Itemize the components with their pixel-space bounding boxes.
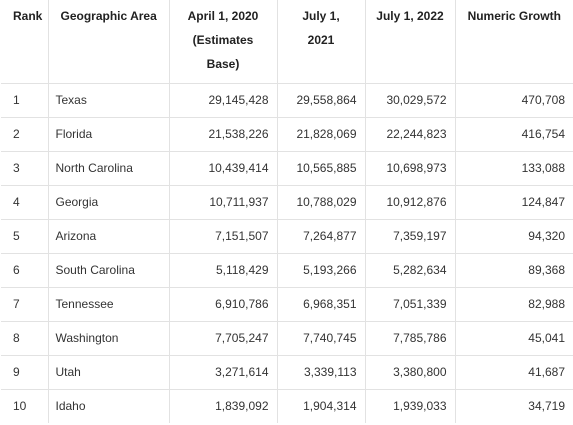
header-rank: Rank (13, 9, 43, 23)
table-row: 6 South Carolina 5,118,429 5,193,266 5,2… (1, 252, 573, 287)
cell-rank: 4 (1, 184, 48, 219)
cell-july-2022: 22,244,823 (364, 116, 455, 151)
cell-rank: 7 (1, 286, 48, 321)
cell-numeric-growth: 41,687 (454, 354, 573, 389)
header-row: Rank Geographic Area April 1, 2020 (Esti… (1, 0, 573, 83)
table-row: 9 Utah 3,271,614 3,339,113 3,380,800 41,… (1, 354, 573, 389)
cell-rank: 8 (1, 320, 48, 355)
cell-geographic-area: Washington (47, 320, 169, 355)
cell-rank: 2 (1, 116, 48, 151)
cell-rank: 1 (1, 82, 48, 117)
cell-geographic-area: Idaho (47, 388, 169, 423)
table-row: 7 Tennessee 6,910,786 6,968,351 7,051,33… (1, 286, 573, 321)
cell-numeric-growth: 133,088 (454, 150, 573, 185)
cell-july-2021: 21,828,069 (276, 116, 365, 151)
cell-july-2021: 29,558,864 (276, 82, 365, 117)
cell-numeric-growth: 124,847 (454, 184, 573, 219)
table-row: 2 Florida 21,538,226 21,828,069 22,244,8… (1, 116, 573, 151)
cell-numeric-growth: 82,988 (454, 286, 573, 321)
header-july-2021: July 1, 2021 (276, 0, 365, 83)
cell-numeric-growth: 89,368 (454, 252, 573, 287)
cell-numeric-growth: 416,754 (454, 116, 573, 151)
cell-july-2021: 6,968,351 (276, 286, 365, 321)
cell-july-2022: 10,912,876 (364, 184, 455, 219)
cell-july-2021: 5,193,266 (276, 252, 365, 287)
cell-geographic-area: Georgia (47, 184, 169, 219)
table-row: 10 Idaho 1,839,092 1,904,314 1,939,033 3… (1, 388, 573, 423)
cell-april-2020: 29,145,428 (168, 82, 277, 117)
header-geographic-area: Geographic Area (47, 0, 169, 83)
cell-april-2020: 3,271,614 (168, 354, 277, 389)
header-july-2022: July 1, 2022 (364, 0, 455, 83)
cell-numeric-growth: 470,708 (454, 82, 573, 117)
cell-july-2021: 10,565,885 (276, 150, 365, 185)
cell-geographic-area: Texas (47, 82, 169, 117)
cell-july-2021: 7,740,745 (276, 320, 365, 355)
cell-april-2020: 21,538,226 (168, 116, 277, 151)
cell-geographic-area: South Carolina (47, 252, 169, 287)
cell-july-2022: 7,051,339 (364, 286, 455, 321)
cell-geographic-area: Florida (47, 116, 169, 151)
cell-rank: 5 (1, 218, 48, 253)
table-body: 1 Texas 29,145,428 29,558,864 30,029,572… (1, 82, 573, 423)
cell-geographic-area: Tennessee (47, 286, 169, 321)
header-april-2020: April 1, 2020 (Estimates Base) (168, 0, 277, 83)
table-row: 5 Arizona 7,151,507 7,264,877 7,359,197 … (1, 218, 573, 253)
cell-april-2020: 7,151,507 (168, 218, 277, 253)
cell-july-2022: 1,939,033 (364, 388, 455, 423)
header-numeric-growth: Numeric Growth (454, 0, 573, 83)
cell-july-2021: 1,904,314 (276, 388, 365, 423)
table-header: Rank Geographic Area April 1, 2020 (Esti… (1, 0, 573, 83)
table-row: 1 Texas 29,145,428 29,558,864 30,029,572… (1, 82, 573, 117)
cell-numeric-growth: 45,041 (454, 320, 573, 355)
cell-july-2022: 5,282,634 (364, 252, 455, 287)
cell-geographic-area: Arizona (47, 218, 169, 253)
cell-july-2021: 3,339,113 (276, 354, 365, 389)
cell-geographic-area: North Carolina (47, 150, 169, 185)
cell-april-2020: 5,118,429 (168, 252, 277, 287)
cell-rank: 6 (1, 252, 48, 287)
cell-april-2020: 10,711,937 (168, 184, 277, 219)
cell-rank: 3 (1, 150, 48, 185)
cell-april-2020: 6,910,786 (168, 286, 277, 321)
cell-july-2022: 3,380,800 (364, 354, 455, 389)
cell-july-2022: 30,029,572 (364, 82, 455, 117)
cell-numeric-growth: 94,320 (454, 218, 573, 253)
cell-july-2021: 7,264,877 (276, 218, 365, 253)
table-row: 4 Georgia 10,711,937 10,788,029 10,912,8… (1, 184, 573, 219)
cell-july-2022: 7,785,786 (364, 320, 455, 355)
cell-numeric-growth: 34,719 (454, 388, 573, 423)
cell-april-2020: 1,839,092 (168, 388, 277, 423)
cell-july-2022: 7,359,197 (364, 218, 455, 253)
table-row: 3 North Carolina 10,439,414 10,565,885 1… (1, 150, 573, 185)
cell-geographic-area: Utah (47, 354, 169, 389)
cell-april-2020: 7,705,247 (168, 320, 277, 355)
table-row: 8 Washington 7,705,247 7,740,745 7,785,7… (1, 320, 573, 355)
cell-july-2021: 10,788,029 (276, 184, 365, 219)
cell-rank: 10 (1, 388, 48, 423)
cell-rank: 9 (1, 354, 48, 389)
cell-july-2022: 10,698,973 (364, 150, 455, 185)
cell-april-2020: 10,439,414 (168, 150, 277, 185)
